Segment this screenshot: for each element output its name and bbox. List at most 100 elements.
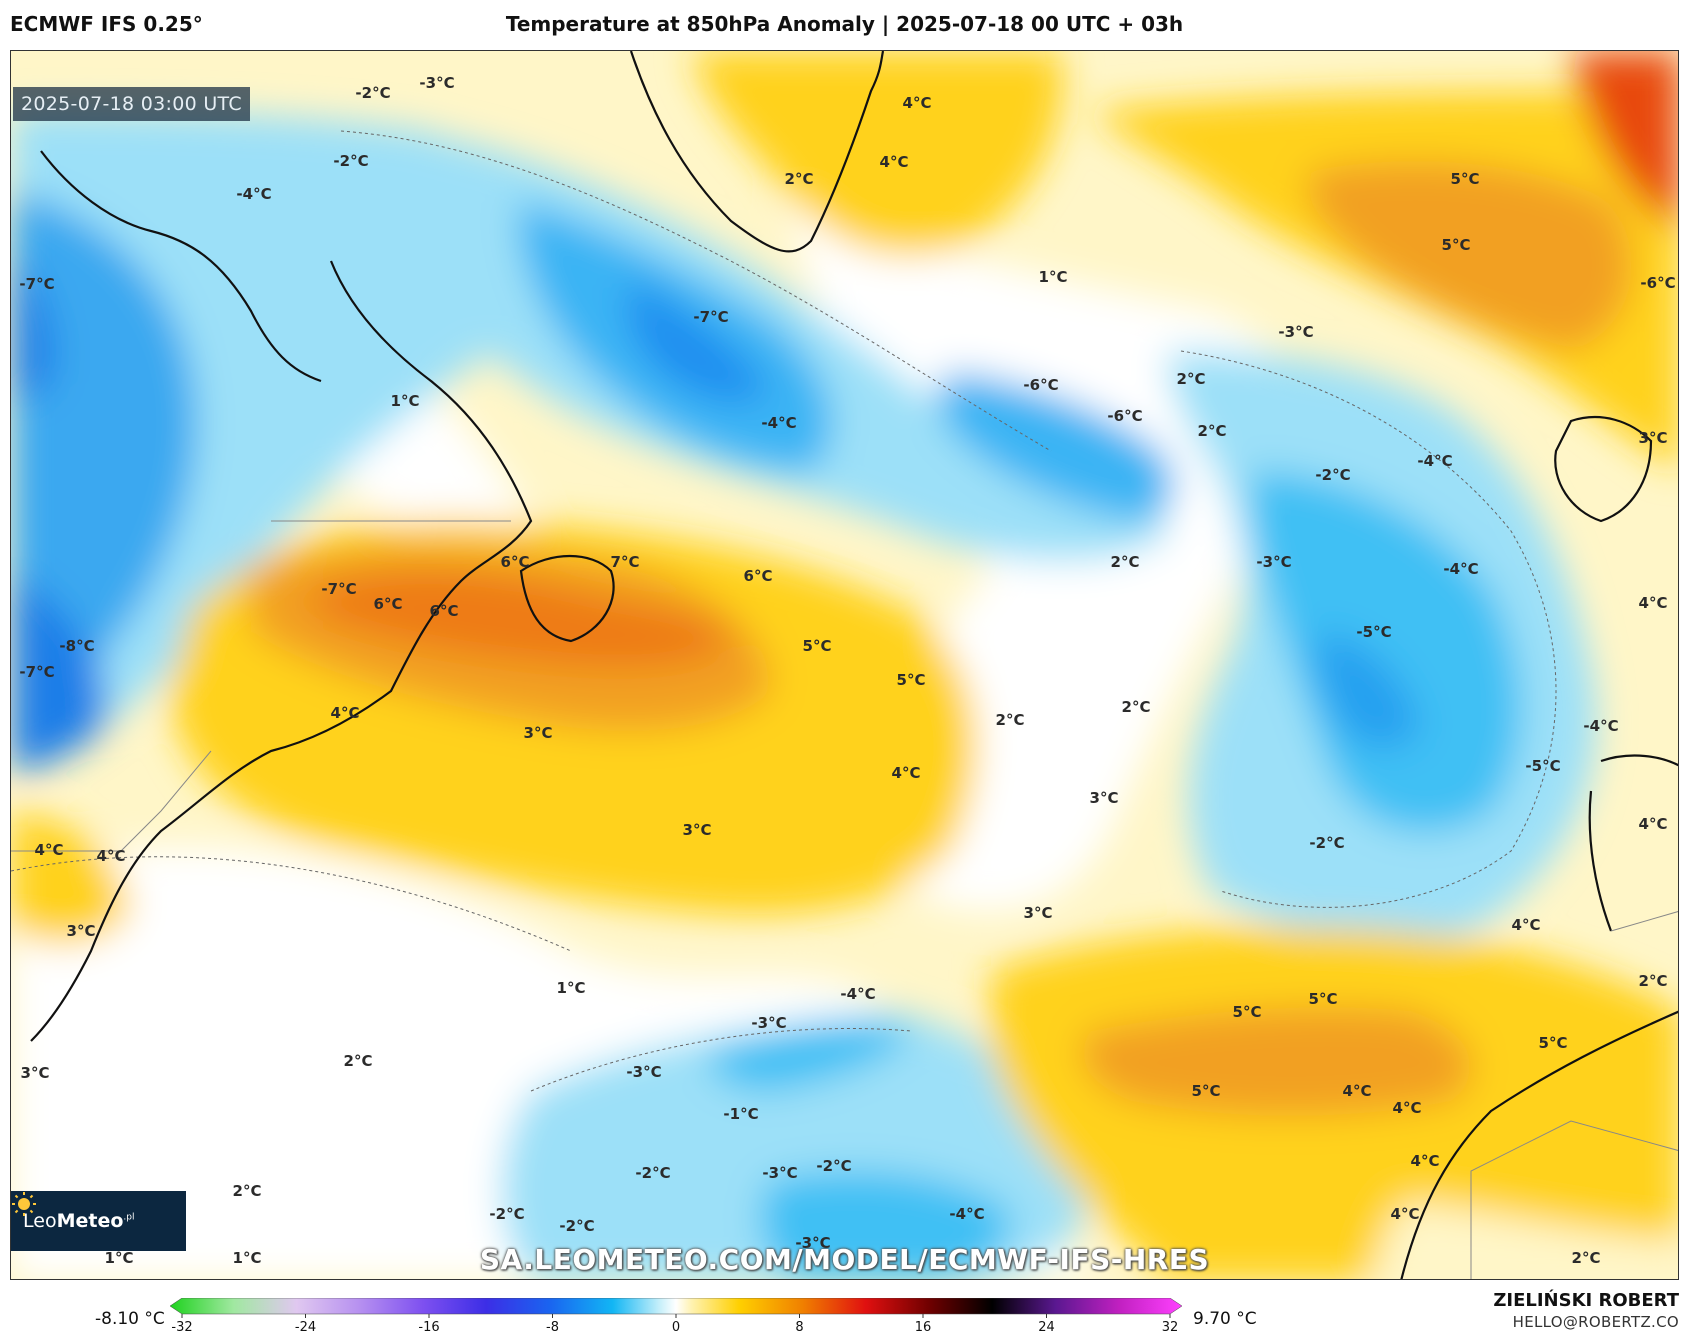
colorbar-tick-label: 16 <box>915 1320 932 1334</box>
temperature-label: 5°C <box>1442 236 1471 254</box>
temperature-label: 5°C <box>1451 170 1480 188</box>
map-panel[interactable]: -2°C -3°C -2°C -4°C -7°C 1°C -7°C -4°C 4°C 4°C 2°C… <box>10 50 1679 1280</box>
temperature-label: -6°C <box>1107 407 1142 425</box>
temperature-label: -7°C <box>321 580 356 598</box>
temperature-label: -4°C <box>1443 560 1478 578</box>
temperature-label: 3°C <box>683 821 712 839</box>
temperature-label: 1°C <box>233 1249 262 1267</box>
temperature-label: -3°C <box>751 1014 786 1032</box>
temperature-label: -7°C <box>693 308 728 326</box>
temperature-label: 4°C <box>1393 1099 1422 1117</box>
temperature-label: 4°C <box>903 94 932 112</box>
colorbar-tick-label: 24 <box>1038 1320 1055 1334</box>
temperature-label: -8°C <box>59 637 94 655</box>
temperature-label: 5°C <box>1192 1082 1221 1100</box>
temperature-label: -2°C <box>489 1205 524 1223</box>
zero-contours <box>11 130 1557 1092</box>
temperature-label: 3°C <box>1639 429 1668 447</box>
temperature-label: -2°C <box>816 1157 851 1175</box>
temperature-label: -4°C <box>1417 452 1452 470</box>
temperature-label: 2°C <box>1177 370 1206 388</box>
temperature-label: -6°C <box>1640 274 1675 292</box>
temperature-label: 2°C <box>1639 972 1668 990</box>
temperature-label: 1°C <box>1039 268 1068 286</box>
temperature-label: 4°C <box>1343 1082 1372 1100</box>
temperature-label: 2°C <box>1198 422 1227 440</box>
colorbar: -32 -24 -16 -8 0 8 16 24 32 <box>169 1297 1183 1338</box>
temperature-label: -4°C <box>840 985 875 1003</box>
temperature-label: -4°C <box>949 1205 984 1223</box>
temperature-label: 5°C <box>803 637 832 655</box>
temperature-label: -7°C <box>19 275 54 293</box>
colorbar-svg: -32 -24 -16 -8 0 8 16 24 32 <box>169 1297 1183 1335</box>
temperature-label: 3°C <box>1024 904 1053 922</box>
sun-icon <box>12 1192 36 1216</box>
temperature-label: 3°C <box>1090 789 1119 807</box>
temperature-label: 2°C <box>233 1182 262 1200</box>
temperature-label: -3°C <box>1256 553 1291 571</box>
borders <box>11 520 1678 1279</box>
temperature-label: -7°C <box>19 663 54 681</box>
temperature-label: 6°C <box>501 553 530 571</box>
temperature-label: 2°C <box>1111 553 1140 571</box>
temperature-label: 5°C <box>1233 1003 1262 1021</box>
source-watermark: SA.LEOMETEO.COM/MODEL/ECMWF-IFS-HRES <box>479 1243 1210 1276</box>
temperature-label: -2°C <box>355 84 390 102</box>
temperature-label: 2°C <box>785 170 814 188</box>
temperature-label: 5°C <box>897 671 926 689</box>
temperature-label: -6°C <box>1023 376 1058 394</box>
temperature-label: -2°C <box>333 152 368 170</box>
temperature-label: 2°C <box>996 711 1025 729</box>
temperature-label: 6°C <box>374 595 403 613</box>
temperature-label: 5°C <box>1539 1034 1568 1052</box>
logo-text: LeoMeteo.pl <box>23 1210 135 1232</box>
temperature-label: -3°C <box>762 1164 797 1182</box>
temperature-label: -5°C <box>1356 623 1391 641</box>
temperature-label: 1°C <box>105 1249 134 1267</box>
temperature-label: 2°C <box>344 1052 373 1070</box>
colorbar-min-label: -8.10 °C <box>95 1309 165 1329</box>
temperature-label: 5°C <box>1309 990 1338 1008</box>
temperature-label: 4°C <box>892 764 921 782</box>
temperature-label: 4°C <box>35 841 64 859</box>
temperature-label: 2°C <box>1122 698 1151 716</box>
colorbar-tick-label: -32 <box>171 1320 192 1334</box>
temperature-label: -4°C <box>761 414 796 432</box>
anomaly-blobs <box>11 51 1678 1279</box>
temperature-labels: -2°C -3°C -2°C -4°C -7°C 1°C -7°C -4°C 4°C 4°C 2°C… <box>19 74 1675 1267</box>
temperature-label: -4°C <box>1583 717 1618 735</box>
temperature-label: -2°C <box>1315 466 1350 484</box>
colorbar-tick-label: 32 <box>1162 1320 1179 1334</box>
temperature-label: 4°C <box>331 704 360 722</box>
temperature-anomaly-field: -2°C -3°C -2°C -4°C -7°C 1°C -7°C -4°C 4°C 4°C 2°C… <box>11 51 1678 1279</box>
model-name: ECMWF IFS 0.25° <box>10 12 203 36</box>
colorbar-tick-label: 0 <box>672 1320 680 1334</box>
temperature-label: 4°C <box>1391 1205 1420 1223</box>
leometeo-logo[interactable]: LeoMeteo.pl <box>11 1191 186 1251</box>
temperature-label: 4°C <box>880 153 909 171</box>
temperature-label: 7°C <box>611 553 640 571</box>
colorbar-tick-label: -16 <box>418 1320 439 1334</box>
temperature-label: 6°C <box>430 602 459 620</box>
temperature-label: 3°C <box>67 922 96 940</box>
temperature-label: 6°C <box>744 567 773 585</box>
colorbar-tick-label: -8 <box>546 1320 559 1334</box>
temperature-label: -2°C <box>559 1217 594 1235</box>
temperature-label: -2°C <box>635 1164 670 1182</box>
temperature-label: 3°C <box>21 1064 50 1082</box>
temperature-label: 4°C <box>97 847 126 865</box>
temperature-label: 1°C <box>391 392 420 410</box>
temperature-label: -1°C <box>723 1105 758 1123</box>
temperature-label: 4°C <box>1512 916 1541 934</box>
temperature-label: 4°C <box>1639 594 1668 612</box>
temperature-label: -3°C <box>419 74 454 92</box>
temperature-label: 2°C <box>1572 1249 1601 1267</box>
temperature-label: -3°C <box>1278 323 1313 341</box>
coastlines <box>30 51 1678 1279</box>
valid-time-badge: 2025-07-18 03:00 UTC <box>13 87 250 121</box>
temperature-label: 4°C <box>1639 815 1668 833</box>
temperature-label: -4°C <box>236 185 271 203</box>
temperature-label: -5°C <box>1525 757 1560 775</box>
author-email: HELLO@ROBERTZ.CO <box>1512 1313 1679 1331</box>
temperature-label: -2°C <box>1309 834 1344 852</box>
